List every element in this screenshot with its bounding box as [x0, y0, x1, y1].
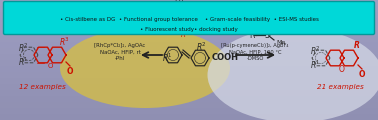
Bar: [0, 6, 378, 12]
Text: [RhCp*Cl₂]₂, AgOAc: [RhCp*Cl₂]₂, AgOAc: [94, 44, 146, 48]
Text: +: +: [196, 9, 201, 15]
Text: R: R: [354, 42, 360, 51]
Text: O: O: [254, 20, 260, 26]
Text: O: O: [47, 63, 53, 69]
Bar: [0, 90, 378, 96]
Text: O: O: [162, 7, 168, 17]
Text: $R^3$: $R^3$: [59, 36, 70, 48]
Text: • Cis-stilbene as DG  • Functional group tolerance    • Gram-scale feasibility  : • Cis-stilbene as DG • Functional group …: [60, 17, 318, 21]
Text: -PhI: -PhI: [115, 55, 125, 60]
Bar: [0, 108, 378, 114]
Text: 21 examples: 21 examples: [317, 84, 363, 90]
Bar: [0, 78, 378, 84]
Text: 12 examples: 12 examples: [19, 84, 65, 90]
Text: Me: Me: [276, 39, 285, 45]
Bar: [0, 60, 378, 66]
Bar: [0, 48, 378, 54]
Text: NaOAc, HFIP, 100 °C: NaOAc, HFIP, 100 °C: [229, 49, 281, 54]
Bar: [0, 54, 378, 60]
Bar: [0, 66, 378, 72]
Bar: [0, 42, 378, 48]
Bar: [0, 96, 378, 102]
Bar: [0, 102, 378, 108]
FancyBboxPatch shape: [3, 2, 375, 35]
Text: [Ru(p-cymeneCl₂)]₂, AgBF₄: [Ru(p-cymeneCl₂)]₂, AgBF₄: [221, 44, 289, 48]
Bar: [0, 24, 378, 30]
Text: $R^2$: $R^2$: [196, 41, 207, 53]
Text: Ph: Ph: [174, 0, 184, 4]
Text: O: O: [67, 67, 73, 76]
Text: $R^1$: $R^1$: [18, 56, 29, 68]
Text: O: O: [162, 18, 168, 27]
Text: $R^1$: $R^1$: [310, 59, 321, 71]
Text: $R^1$: $R^1$: [162, 52, 173, 64]
Text: R: R: [249, 30, 255, 39]
Text: $R^2$: $R^2$: [18, 42, 29, 54]
Text: $R^2$: $R^2$: [310, 45, 321, 57]
Ellipse shape: [60, 28, 230, 108]
Text: • Fluorescent study• docking study: • Fluorescent study• docking study: [140, 27, 238, 31]
Bar: [0, 36, 378, 42]
Bar: [0, 72, 378, 78]
Text: O: O: [359, 70, 365, 79]
Ellipse shape: [208, 27, 378, 120]
Bar: [0, 114, 378, 120]
Bar: [0, 0, 378, 6]
Text: $R^3$: $R^3$: [195, 1, 205, 13]
Text: S: S: [265, 30, 270, 39]
Text: COOH: COOH: [212, 53, 239, 61]
Text: -DMSO: -DMSO: [246, 55, 264, 60]
Bar: [0, 18, 378, 24]
Bar: [0, 30, 378, 36]
Bar: [0, 84, 378, 90]
Text: I: I: [192, 11, 194, 19]
Text: O: O: [275, 26, 280, 32]
Bar: [0, 12, 378, 18]
Text: O: O: [339, 65, 345, 73]
Text: $R^1$: $R^1$: [180, 30, 190, 41]
Text: NaOAc, HFIP, rt: NaOAc, HFIP, rt: [99, 49, 141, 54]
